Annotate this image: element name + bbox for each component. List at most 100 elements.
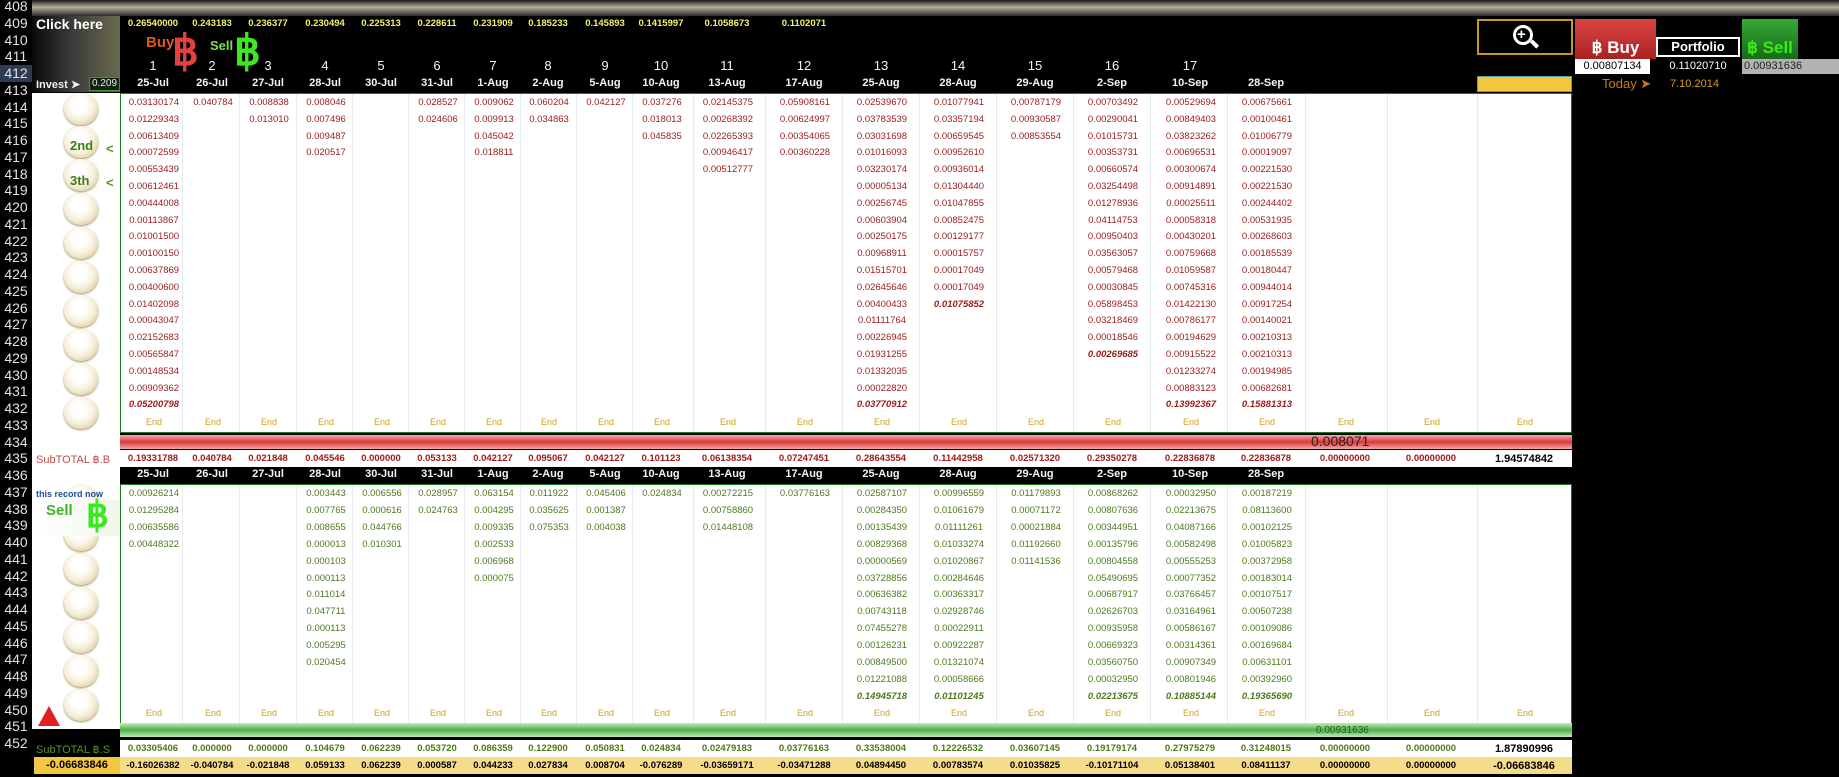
data-cell: 0.00660574 [1087, 164, 1139, 176]
subtotal-cell: 0.095067 [528, 453, 568, 464]
ball-button[interactable] [64, 689, 98, 721]
data-cell: 0.00829368 [856, 538, 908, 550]
data-cell: 0.03563057 [1087, 248, 1139, 260]
date-header: 13-Aug [708, 468, 746, 480]
grid-line [239, 485, 240, 723]
scroll-up-arrow-icon[interactable] [38, 706, 60, 726]
ball-button[interactable] [64, 93, 98, 125]
data-cell: 0.00950403 [1087, 231, 1139, 243]
balance-cell: 0.08411137 [1241, 760, 1291, 771]
data-cell: 0.02152683 [128, 332, 180, 344]
grid-line [575, 94, 577, 432]
data-cell: 0.05200798 [128, 399, 180, 411]
ball-button[interactable] [64, 363, 98, 395]
balance-cell: -0.040784 [190, 760, 234, 771]
buy-button[interactable]: ฿ Buy [1575, 19, 1656, 59]
data-cell: 0.00849403 [1165, 113, 1217, 125]
data-cell: 0.01141536 [1011, 555, 1061, 567]
click-here-button[interactable]: Click here [36, 16, 103, 32]
ball-button[interactable] [64, 295, 98, 327]
data-cell: 0.034863 [529, 113, 569, 125]
data-cell: 0.00853554 [1010, 130, 1062, 142]
data-cell: 0.00284350 [856, 504, 908, 516]
ball-button[interactable] [64, 261, 98, 293]
balance-cell: 0.027834 [528, 760, 568, 771]
ball-button[interactable] [64, 587, 98, 619]
grid-line [841, 485, 843, 723]
data-cell: 0.00555253 [1165, 555, 1217, 567]
balance-cell: -0.03471288 [777, 760, 831, 771]
date-header: 29-Aug [1016, 468, 1054, 480]
data-cell: 0.02265393 [702, 130, 754, 142]
date-header: 1-Aug [477, 468, 509, 480]
subtotal-cell: 0.02479183 [701, 743, 753, 754]
end-marker: End [1027, 708, 1045, 718]
data-cell: 0.00553439 [128, 164, 180, 176]
ball-button[interactable] [64, 553, 98, 585]
data-cell: 0.07455278 [856, 623, 908, 635]
sell-badge[interactable]: Sell ฿ [34, 494, 120, 536]
balance-cell: 0.059133 [305, 760, 345, 771]
row-number: 415 [4, 115, 28, 131]
end-marker: End [1423, 708, 1441, 718]
grid-line [1150, 485, 1151, 723]
data-cell: 0.01005823 [1241, 538, 1293, 550]
end-marker: End [597, 417, 615, 427]
ball-button[interactable] [64, 397, 98, 429]
data-cell: 0.00353731 [1087, 147, 1139, 159]
date-header: 27-Jul [252, 468, 284, 480]
column-number: 10 [653, 58, 669, 73]
data-cell: 0.00392960 [1241, 673, 1293, 685]
subtotal-cell: 0.042127 [585, 453, 625, 464]
ball-button[interactable] [64, 159, 98, 191]
grid-line [519, 485, 521, 723]
grid-line [1476, 94, 1478, 432]
sell-button[interactable]: ฿ Sell [1742, 19, 1798, 59]
date-header: 28-Jul [309, 77, 341, 89]
data-cell: 0.00268392 [702, 113, 754, 125]
data-cell: 0.00269685 [1087, 349, 1139, 360]
ball-button[interactable] [64, 621, 98, 653]
data-cell: 0.006968 [474, 555, 514, 567]
data-cell: 0.000113 [306, 623, 346, 635]
data-cell: 0.13992367 [1165, 399, 1217, 411]
ball-button[interactable] [64, 126, 98, 158]
balance-cell: 0.05138401 [1164, 760, 1216, 771]
data-cell: 0.00531935 [1241, 214, 1293, 226]
data-cell: 0.03776163 [779, 488, 831, 499]
today-label: Today ➤ [1602, 76, 1652, 91]
data-cell: 0.007496 [306, 113, 346, 125]
zoom-button[interactable]: + [1477, 19, 1573, 55]
portfolio-button[interactable]: Portfolio [1656, 37, 1740, 57]
data-cell: 0.00129177 [933, 231, 985, 243]
header-yellow-cell[interactable] [1477, 76, 1572, 92]
data-cell: 0.00926214 [128, 488, 180, 499]
data-cell: 0.03823262 [1165, 130, 1217, 142]
data-cell: 0.000075 [474, 572, 514, 584]
row-number: 408 [4, 0, 28, 14]
data-cell: 0.00077352 [1165, 572, 1217, 584]
column-number: 12 [796, 58, 812, 73]
arrow-2nd-icon: < [106, 141, 114, 156]
end-marker: End [540, 708, 558, 718]
grid-line [1072, 94, 1074, 432]
balance-cell: -0.076289 [639, 760, 683, 771]
ball-button[interactable] [64, 193, 98, 225]
date-header: 28-Aug [939, 77, 977, 89]
ball-button[interactable] [64, 655, 98, 687]
second-label: 2nd [70, 138, 94, 153]
balance-cell: -0.10171104 [1085, 760, 1139, 771]
subtotal-cell: 0.062239 [361, 743, 401, 754]
grid-line [1150, 94, 1151, 432]
ball-button[interactable] [64, 329, 98, 361]
data-cell: 0.02626703 [1087, 606, 1139, 618]
invest-value[interactable]: 0.209 [89, 77, 120, 91]
subtotal-cell: 1.94574842 [1494, 453, 1554, 465]
data-cell: 0.00005134 [856, 181, 908, 192]
ball-button[interactable] [64, 227, 98, 259]
data-cell: 0.00072599 [128, 147, 180, 159]
end-marker: End [1337, 417, 1355, 427]
buy-subtotal-row: 0.19331788 0.040784 0.021848 0.045546 0.0000… [120, 450, 1572, 467]
row-number: 448 [4, 668, 28, 684]
data-cell: 0.001387 [586, 504, 626, 516]
